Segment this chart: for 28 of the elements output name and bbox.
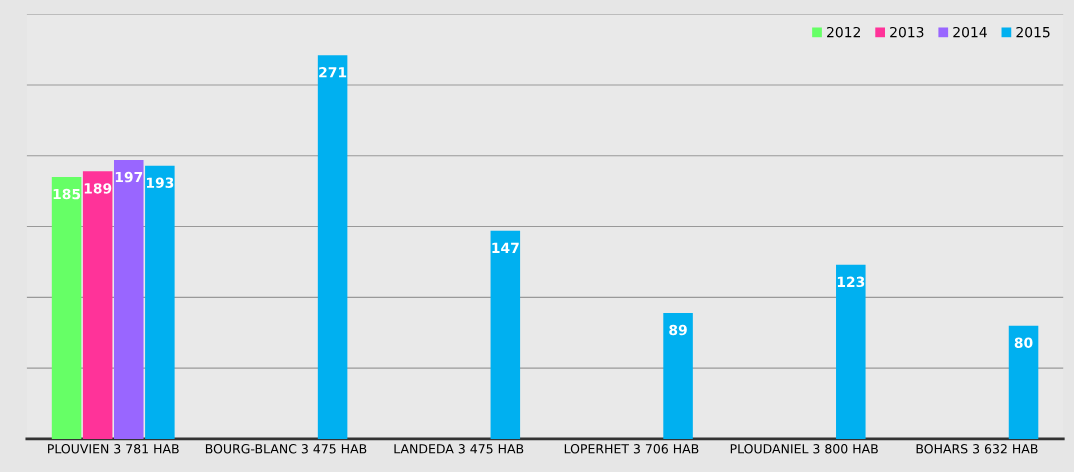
bar [317, 55, 348, 439]
data-label: 89 [669, 324, 687, 336]
x-tick-label: PLOUDANIEL 3 800 HAB [730, 444, 878, 454]
data-label: 193 [146, 177, 174, 188]
bar [51, 177, 82, 439]
x-tick-label: LOPERHET 3 706 HAB [564, 444, 699, 454]
bar [490, 230, 521, 439]
bar [145, 165, 175, 439]
data-label: 185 [53, 188, 81, 200]
data-label: 123 [837, 276, 865, 288]
bar [1008, 325, 1039, 439]
x-tick-label: PLOUVIEN 3 781 HAB [48, 444, 179, 454]
bar [663, 312, 693, 439]
legend-label: 2013 [890, 26, 924, 38]
data-label: 147 [492, 242, 519, 253]
data-label: 189 [84, 183, 112, 194]
bar [113, 160, 144, 439]
bar [82, 171, 113, 439]
bar [836, 264, 866, 439]
data-label: 271 [319, 67, 347, 78]
data-label: 80 [1014, 337, 1033, 348]
legend-label: 2015 [1016, 26, 1050, 38]
x-tick-label: BOURG-BLANC 3 475 HAB [205, 444, 367, 454]
x-tick-label: BOHARS 3 632 HAB [916, 444, 1038, 454]
data-label: 197 [115, 171, 143, 183]
legend-label: 2014 [953, 26, 987, 38]
x-tick-label: LANDEDA 3 475 HAB [394, 444, 524, 454]
legend-label: 2012 [827, 26, 860, 38]
